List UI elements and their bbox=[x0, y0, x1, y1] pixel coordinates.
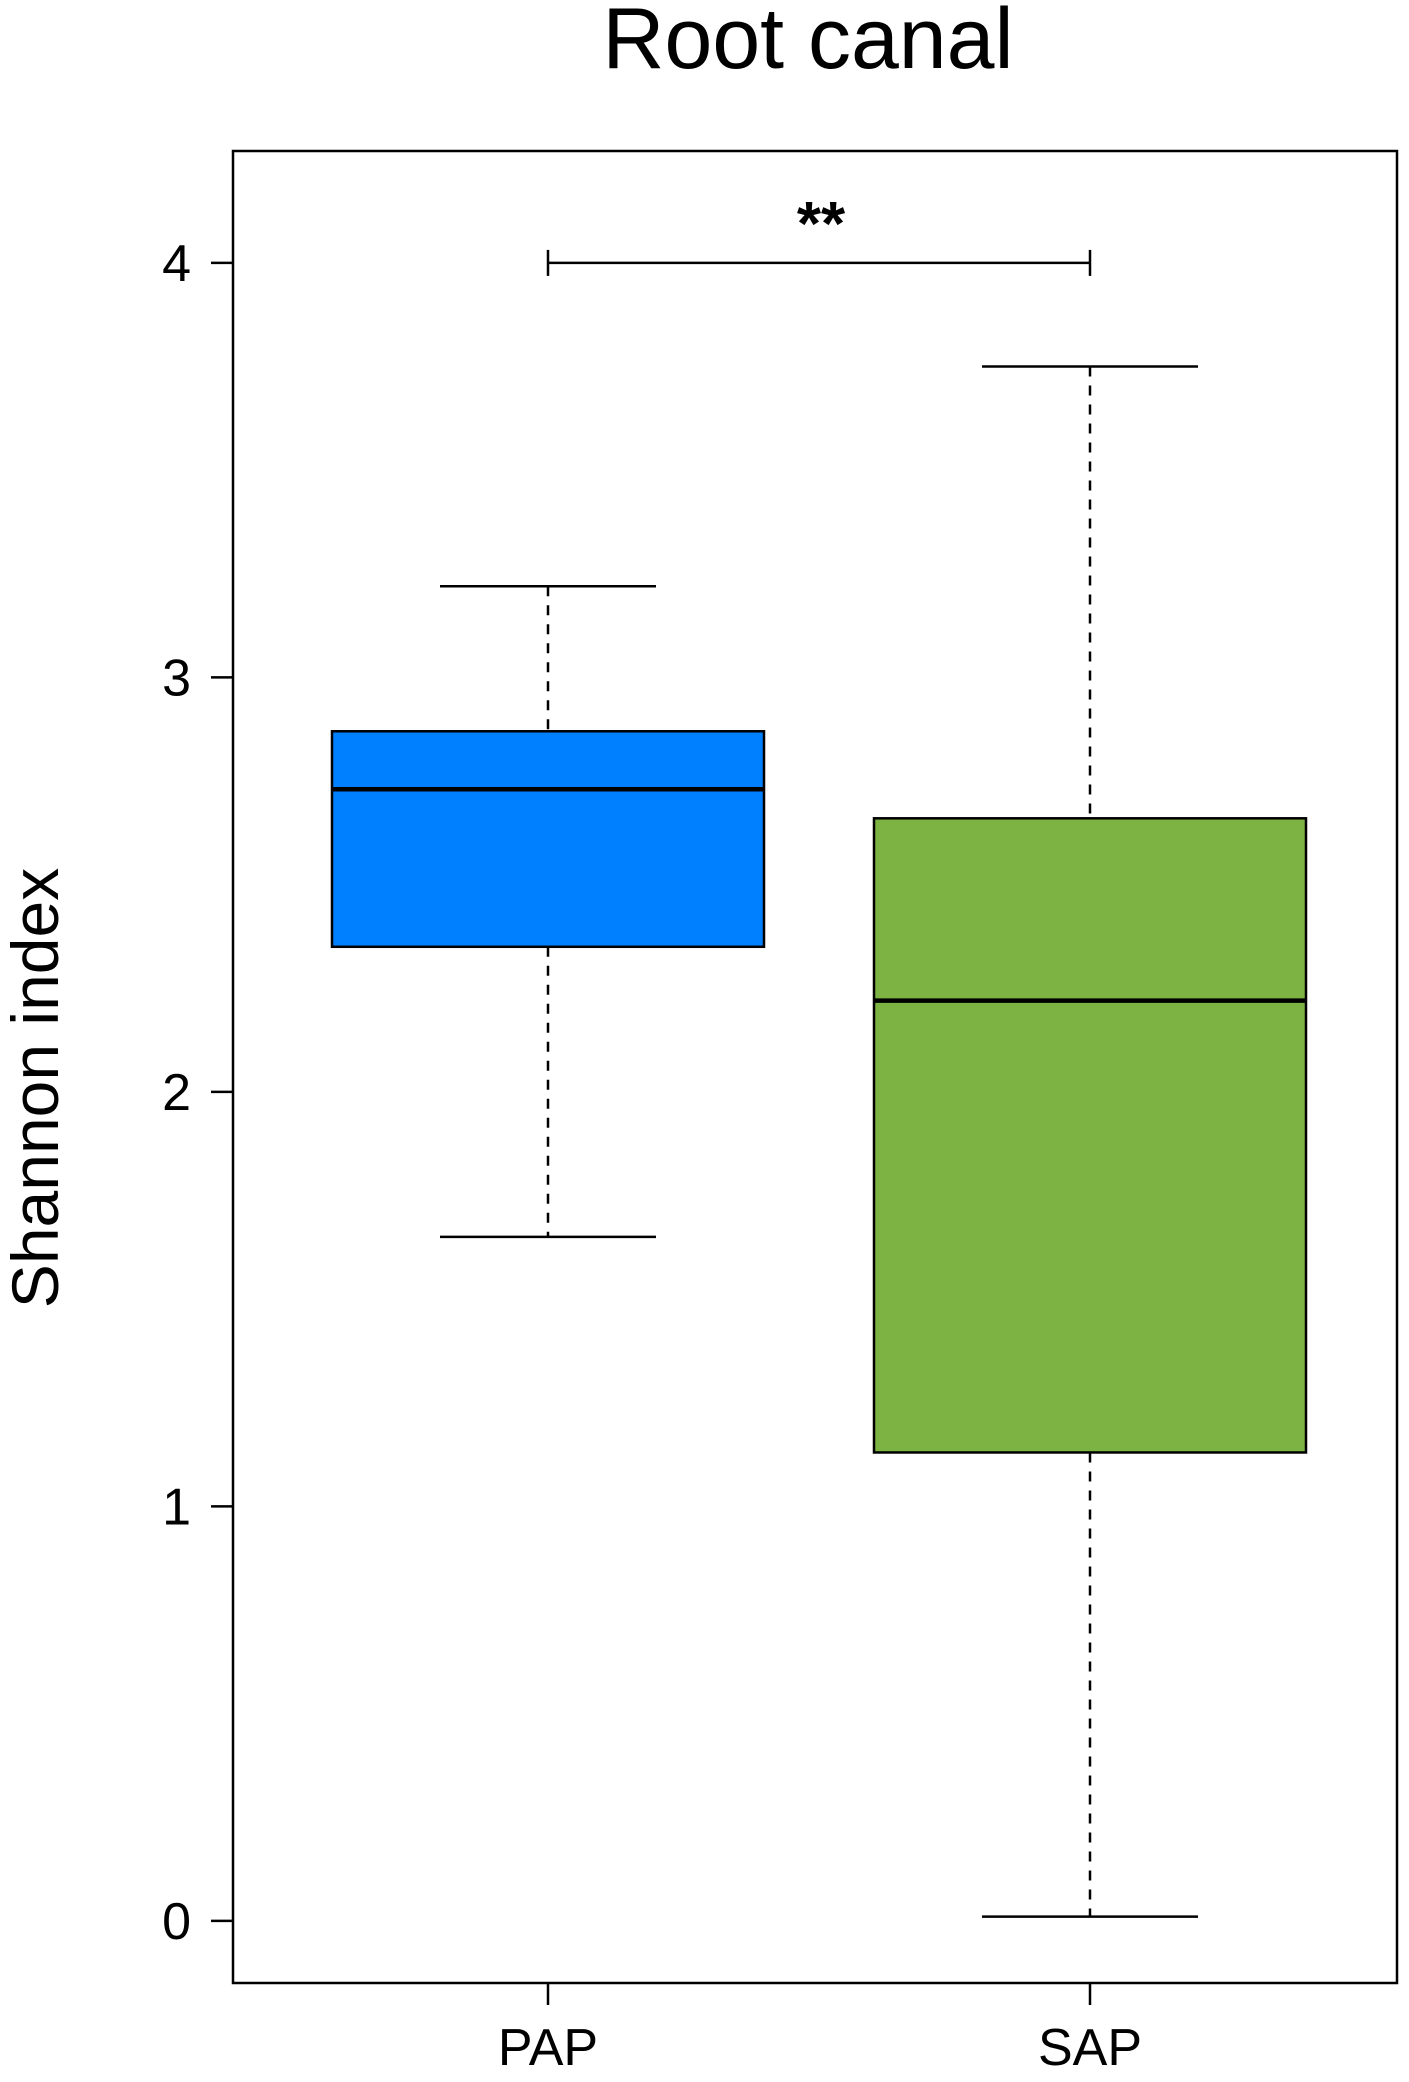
chart-title: Root canal bbox=[602, 0, 1013, 87]
x-tick-label-pap: PAP bbox=[498, 2019, 598, 2077]
box-sap bbox=[872, 817, 1308, 1454]
significance-label: ** bbox=[797, 190, 846, 259]
y-tick-label: 4 bbox=[162, 235, 191, 293]
box-pap bbox=[330, 730, 766, 949]
y-tick-label: 2 bbox=[162, 1064, 191, 1122]
y-axis-label: Shannon index bbox=[0, 868, 72, 1308]
plot-frame bbox=[231, 149, 1399, 1985]
y-tick-label: 1 bbox=[162, 1478, 191, 1536]
y-tick-label: 3 bbox=[162, 649, 191, 707]
x-tick-label-sap: SAP bbox=[1038, 2019, 1142, 2077]
plot-area: 0 1 2 3 4 PAP SAP ** bbox=[162, 149, 1399, 2077]
y-tick-label: 0 bbox=[162, 1893, 191, 1951]
